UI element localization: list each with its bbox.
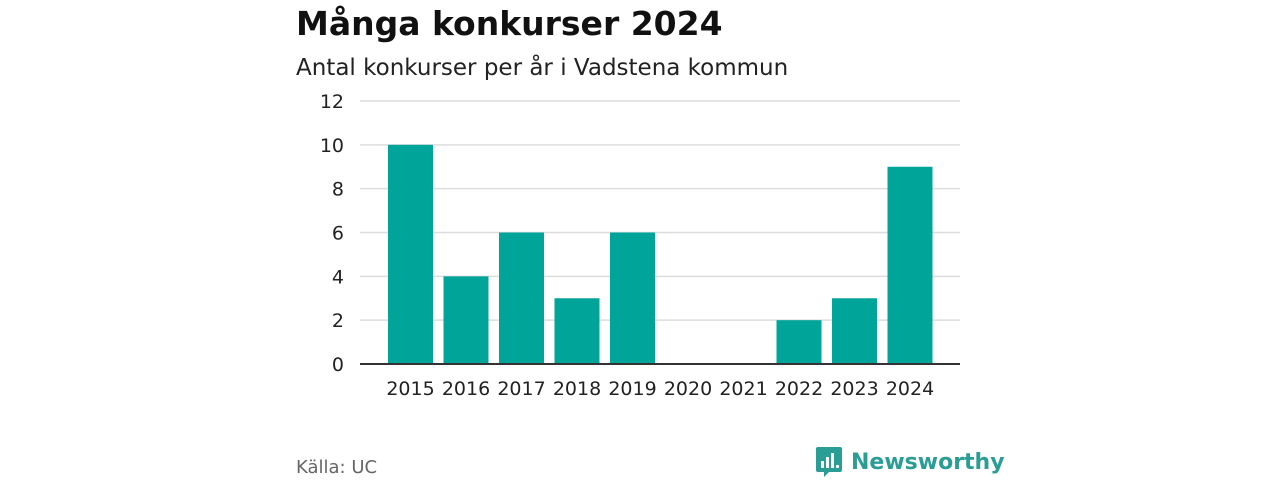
y-tick-label: 12: [320, 91, 344, 113]
newsworthy-logo[interactable]: Newsworthy: [815, 446, 1005, 478]
y-tick-label: 2: [332, 310, 344, 332]
bars: [388, 144, 933, 364]
bar-2023: [832, 298, 877, 364]
bar-2019: [610, 232, 655, 364]
y-axis-ticks: 0 2 4 6 8 10 12: [320, 91, 344, 376]
chart-title: Många konkurser 2024: [296, 4, 723, 43]
x-axis-ticks: 2015 2016 2017 2018 2019 2020 2021 2022 2023 2024: [386, 378, 934, 400]
x-tick-label: 2016: [442, 378, 490, 400]
x-tick-label: 2019: [608, 378, 656, 400]
x-tick-label: 2015: [386, 378, 434, 400]
x-tick-label: 2021: [719, 378, 767, 400]
x-tick-label: 2023: [830, 378, 878, 400]
chart-subtitle: Antal konkurser per år i Vadstena kommun: [296, 55, 789, 81]
brand-name: Newsworthy: [851, 449, 1005, 475]
bar-2015: [388, 144, 433, 364]
x-tick-label: 2017: [497, 378, 545, 400]
y-tick-label: 0: [332, 354, 344, 376]
x-tick-label: 2024: [886, 378, 934, 400]
x-tick-label: 2022: [775, 378, 823, 400]
y-tick-label: 8: [332, 179, 344, 201]
x-tick-label: 2018: [553, 378, 601, 400]
newsworthy-icon: [816, 447, 842, 477]
bar-2024: [887, 166, 933, 364]
y-tick-label: 6: [332, 223, 344, 245]
source-note: Källa: UC: [296, 457, 378, 478]
bar-2016: [443, 276, 489, 364]
bar-2017: [499, 232, 544, 364]
x-tick-label: 2020: [664, 378, 712, 400]
y-tick-label: 4: [332, 266, 344, 288]
y-tick-label: 10: [320, 135, 344, 157]
bar-2022: [776, 320, 822, 364]
bar-2018: [554, 298, 600, 364]
